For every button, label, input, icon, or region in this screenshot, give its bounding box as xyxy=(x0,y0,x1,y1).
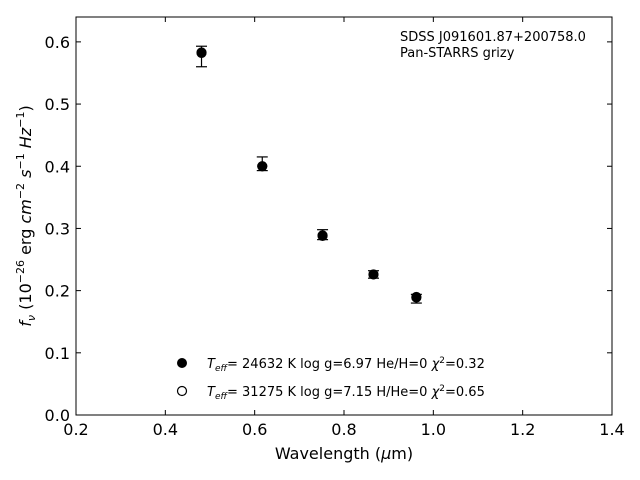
annotation-object-name: SDSS J091601.87+200758.0 xyxy=(400,30,586,45)
y-tick-label: 0.3 xyxy=(45,219,70,238)
x-tick-label: 0.6 xyxy=(242,420,267,439)
legend-marker-open xyxy=(176,385,188,397)
legend-entry-2: Teff= 31275 K log g=7.15 H/He=0 χ2=0.65 xyxy=(207,384,485,402)
x-tick-label: 1.4 xyxy=(599,420,624,439)
error-bars xyxy=(196,45,422,304)
legend-marker-filled xyxy=(177,358,187,368)
annotation-survey: Pan-STARRS grizy xyxy=(400,46,515,61)
model-point-filled xyxy=(257,161,268,172)
x-tick-label: 0.8 xyxy=(331,420,356,439)
axis-ticks xyxy=(75,17,613,416)
y-tick-label: 0.2 xyxy=(45,282,70,301)
y-tick-label: 0.5 xyxy=(45,95,70,114)
x-axis-label: Wavelength (μm) xyxy=(275,444,413,463)
y-tick-label: 0.0 xyxy=(45,406,70,425)
plot-frame xyxy=(75,16,613,416)
y-tick-label: 0.1 xyxy=(45,344,70,363)
x-tick-label: 1.2 xyxy=(510,420,535,439)
x-tick-label: 1.0 xyxy=(421,420,446,439)
y-tick-label: 0.6 xyxy=(45,33,70,52)
y-tick-label: 0.4 xyxy=(45,157,70,176)
model-point-filled xyxy=(196,48,207,59)
x-tick-label: 0.4 xyxy=(153,420,178,439)
data-points xyxy=(196,47,422,303)
y-axis-label: fν (10−26 erg cm−2 s−1 Hz−1) xyxy=(14,105,38,326)
y-tick-labels: 0.0 0.1 0.2 0.3 0.4 0.5 0.6 xyxy=(45,33,70,425)
legend-entry-1: Teff= 24632 K log g=6.97 He/H=0 χ2=0.32 xyxy=(207,356,485,374)
model-point-filled xyxy=(368,269,379,280)
x-tick-labels: 0.2 0.4 0.6 0.8 1.0 1.2 1.4 xyxy=(63,420,624,439)
x-tick-label: 0.2 xyxy=(63,420,88,439)
legend: Teff= 24632 K log g=6.97 He/H=0 χ2=0.32 … xyxy=(176,356,485,402)
model-point-filled xyxy=(317,230,328,241)
model-point-filled xyxy=(411,291,422,302)
